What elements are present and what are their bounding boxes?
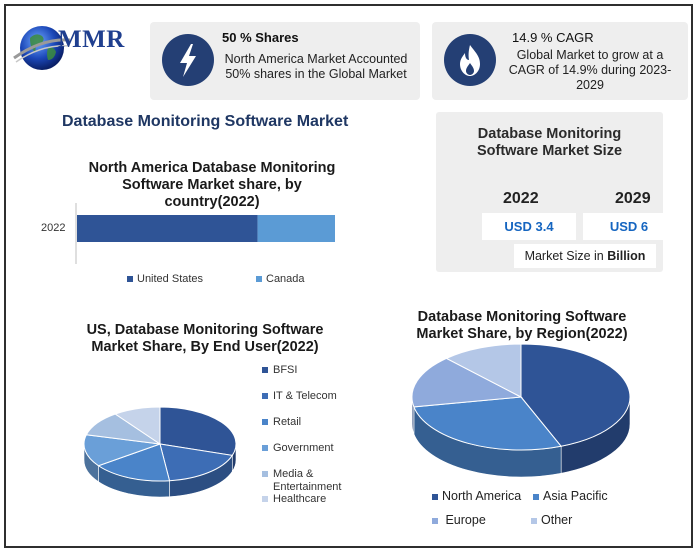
legend-item-media-entertainment: Media & Entertainment [262,468,341,494]
value-2029: USD 6 [583,213,675,240]
highlight-card-cagr: 14.9 % CAGR Global Market to grow at a C… [432,22,688,100]
pie-slice-healthcare [114,406,161,445]
legend-swatch [256,276,262,283]
legend-item-north-america: North America [432,489,521,503]
legend-swatch [262,419,268,425]
legend-item-it-telecom: IT & Telecom [262,390,337,403]
pie-slice-europe [411,357,523,408]
highlight-card-shares: 50 % Shares North America Market Account… [150,22,420,100]
legend-swatch [262,393,268,399]
mmr-logo [12,18,142,78]
legend-item-canada: Canada [256,273,305,285]
legend-item-retail: Retail [262,416,301,429]
year-2029: 2029 [615,190,651,207]
legend-swatch [262,445,268,451]
legend-swatch [432,517,438,524]
legend-item-asia-pacific: Asia Pacific [533,489,608,503]
pie-slice-other [445,343,522,398]
legend-swatch [531,517,537,524]
globe-icon [13,26,71,70]
flame-icon [460,45,480,76]
market-size-title: Database Monitoring Software Market Size [476,126,623,159]
pie-slice-north-america [520,343,631,447]
legend-item-government: Government [262,442,334,455]
bar-segment-canada [257,215,335,242]
legend-item-healthcare: Healthcare [262,493,326,506]
market-size-card: Database Monitoring Software Market Size… [436,112,675,272]
highlight-description: Global Market to grow at a CAGR of 14.9%… [508,48,672,92]
legend-item-europe: Europe [432,513,486,527]
legend-swatch [262,496,268,502]
bar-segment-united-states [77,215,258,242]
market-size-unit: Market Size in Billion [514,244,656,268]
highlight-description: North America Market Accounted 50% share… [224,52,408,81]
bar-category-label: 2022 [41,222,66,234]
highlight-title: 50 % Shares [222,30,299,45]
legend-item-other: Other [531,513,572,527]
badge [162,34,214,86]
logo-text: MMR [58,26,125,53]
pie-slice-retail [97,443,171,482]
bar-chart-title: North America Database Monitoring Softwa… [88,160,336,210]
legend-item-bfsi: BFSI [262,364,297,377]
highlight-title: 14.9 % CAGR [512,30,594,45]
pie-slice-bfsi [159,406,237,456]
value-2022: USD 3.4 [482,213,576,240]
legend-swatch [432,493,438,500]
lightning-icon [180,44,196,77]
legend-swatch [533,493,539,500]
pie-slice-government [83,434,161,467]
end-user-pie-title: US, Database Monitoring Software Market … [86,322,324,355]
page-title: Database Monitoring Software Market [62,113,349,130]
year-2022: 2022 [503,190,539,207]
legend-swatch [127,276,133,283]
pie-slice-asia-pacific [413,396,563,451]
legend-swatch [262,367,268,373]
pie-slice-it-telecom [159,443,234,482]
region-pie-title: Database Monitoring Software Market Shar… [416,309,628,342]
legend-swatch [262,471,268,477]
legend-item-united-states: United States [127,273,203,285]
badge [444,34,496,86]
